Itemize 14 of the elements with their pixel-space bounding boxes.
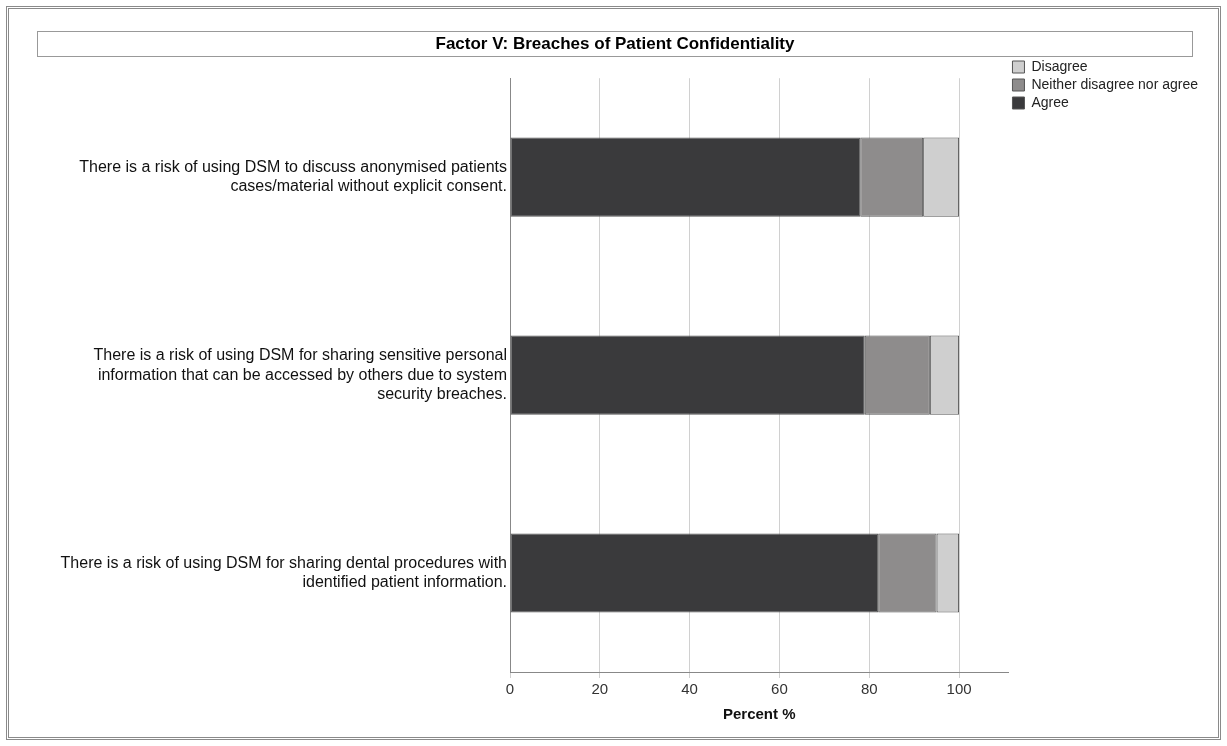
legend-label: Neither disagree nor agree (1031, 75, 1199, 92)
x-tick-label: 60 (771, 680, 788, 698)
y-tick-label: There is a risk of using DSM for sharing dental procedures with identified patient information. (60, 553, 507, 591)
y-tick-label: There is a risk of using DSM to discuss anonymised patients cases/material without explicit consent. (79, 157, 507, 195)
legend-label: Agree (1031, 93, 1070, 110)
x-axis-title: Percent % (722, 705, 796, 723)
y-tick-label: There is a risk of using DSM for sharing sensitive personal information that can be accessed by others due to system security breaches. (93, 346, 507, 402)
legend-label: Disagree (1031, 57, 1088, 74)
x-tick-label: 40 (681, 680, 698, 698)
x-tick-label: 20 (591, 680, 609, 698)
x-tick-label: 0 (505, 680, 515, 698)
x-tick-label: 100 (946, 680, 972, 698)
x-tick-label: 80 (860, 680, 878, 698)
chart-title: Factor V: Breaches of Patient Confidentiality (37, 31, 1193, 57)
